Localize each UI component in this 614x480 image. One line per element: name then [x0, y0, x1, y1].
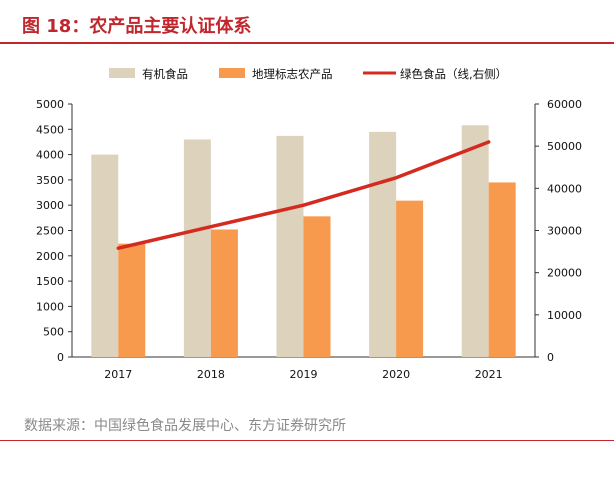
left-tick-label: 4000: [36, 149, 64, 162]
left-tick-label: 2000: [36, 250, 64, 263]
x-tick-label: 2021: [475, 368, 503, 381]
legend-label-geo: 地理标志农产品: [252, 67, 333, 81]
left-tick-label: 1000: [36, 300, 64, 313]
right-tick-label: 0: [547, 351, 554, 364]
bar-geo-2021: [488, 182, 516, 357]
left-tick-label: 4500: [36, 123, 64, 136]
legend-swatch-geo: [219, 68, 245, 78]
bar-organic-2019: [276, 135, 304, 357]
x-tick-label: 2020: [382, 368, 410, 381]
source-note: 数据来源：中国绿色食品发展中心、东方证券研究所: [24, 418, 346, 434]
right-tick-label: 30000: [547, 225, 582, 238]
x-tick-label: 2017: [104, 368, 132, 381]
bar-geo-2019: [303, 216, 331, 357]
left-tick-label: 2500: [36, 225, 64, 238]
left-tick-label: 5000: [36, 98, 64, 111]
title-divider: [0, 42, 614, 44]
bar-organic-2018: [183, 139, 211, 357]
right-tick-label: 10000: [547, 309, 582, 322]
right-tick-label: 20000: [547, 267, 582, 280]
bar-organic-2020: [369, 131, 397, 357]
bar-geo-2020: [396, 200, 424, 357]
left-tick-label: 1500: [36, 275, 64, 288]
left-tick-label: 3000: [36, 199, 64, 212]
x-tick-label: 2018: [197, 368, 225, 381]
bar-organic-2017: [91, 154, 119, 357]
left-tick-label: 500: [43, 326, 64, 339]
right-tick-label: 40000: [547, 182, 582, 195]
right-tick-label: 50000: [547, 140, 582, 153]
left-tick-label: 3500: [36, 174, 64, 187]
bar-geo-2018: [210, 229, 238, 357]
legend: 有机食品 地理标志农产品 绿色食品（线,右侧）: [109, 67, 507, 81]
left-tick-label: 0: [57, 351, 64, 364]
right-tick-label: 60000: [547, 98, 582, 111]
figure-title: 图 18：农产品主要认证体系: [22, 16, 252, 37]
x-tick-label: 2019: [290, 368, 318, 381]
bar-geo-2017: [118, 243, 146, 357]
legend-swatch-organic: [109, 68, 135, 78]
footer-divider: [0, 440, 614, 441]
bar-organic-2021: [461, 125, 489, 357]
chart: 有机食品 地理标志农产品 绿色食品（线,右侧） 0 500 1000 1500 2000…: [36, 67, 582, 381]
legend-label-green: 绿色食品（线,右侧）: [400, 67, 507, 81]
legend-label-organic: 有机食品: [142, 67, 188, 81]
